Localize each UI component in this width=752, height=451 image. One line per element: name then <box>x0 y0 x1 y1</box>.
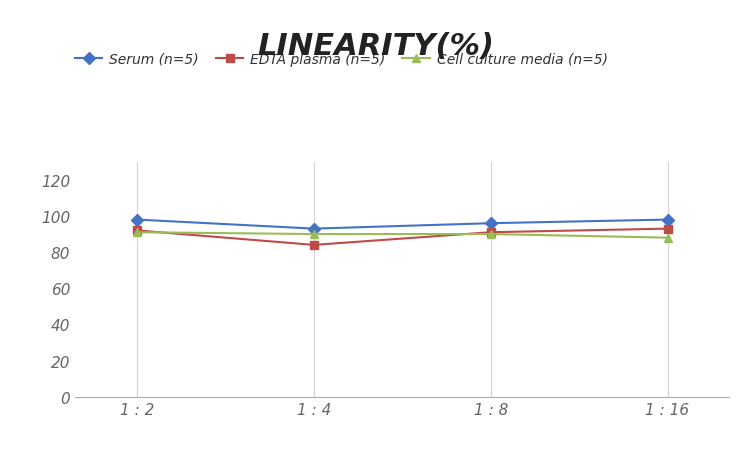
EDTA plasma (n=5) <box>487 230 496 235</box>
Serum (n=5) <box>132 217 141 223</box>
Serum (n=5) <box>663 217 672 223</box>
Text: LINEARITY(%): LINEARITY(%) <box>257 32 495 60</box>
Cell culture media (n=5) <box>132 230 141 235</box>
Serum (n=5) <box>309 226 318 232</box>
EDTA plasma (n=5) <box>309 243 318 248</box>
Cell culture media (n=5) <box>487 232 496 237</box>
Legend: Serum (n=5), EDTA plasma (n=5), Cell culture media (n=5): Serum (n=5), EDTA plasma (n=5), Cell cul… <box>69 47 614 73</box>
Cell culture media (n=5) <box>309 232 318 237</box>
Line: Serum (n=5): Serum (n=5) <box>133 216 672 233</box>
Line: Cell culture media (n=5): Cell culture media (n=5) <box>133 229 672 242</box>
EDTA plasma (n=5) <box>132 228 141 234</box>
Cell culture media (n=5) <box>663 235 672 241</box>
Line: EDTA plasma (n=5): EDTA plasma (n=5) <box>133 225 672 249</box>
EDTA plasma (n=5) <box>663 226 672 232</box>
Serum (n=5) <box>487 221 496 226</box>
